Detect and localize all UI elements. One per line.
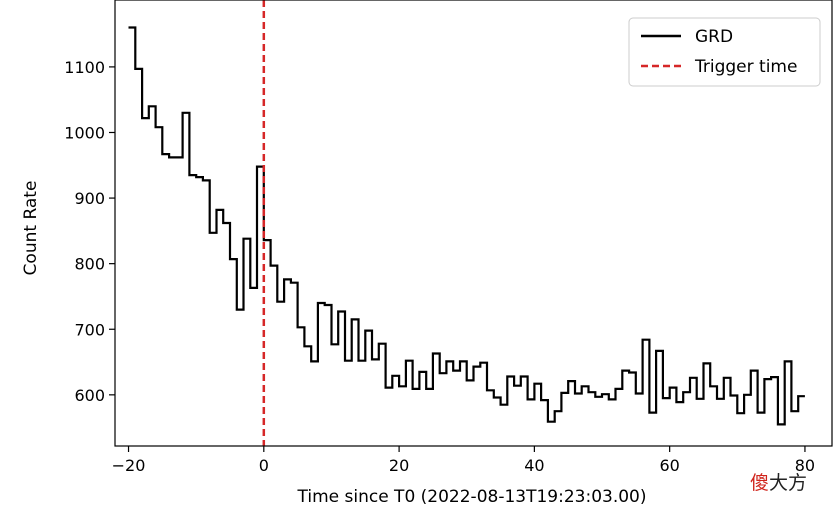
x-axis: −20 0 20 40 60 80 [112,446,815,475]
y-tick-label: 900 [74,189,105,208]
y-tick-label: 600 [74,386,105,405]
y-tick-label: 1100 [64,58,105,77]
x-tick-label: −20 [112,456,146,475]
x-tick-label: 60 [659,456,679,475]
x-tick-label: 80 [795,456,815,475]
series-grd [128,26,805,426]
legend-trigger-label: Trigger time [694,57,797,77]
watermark-first-char: 傻 [750,472,770,494]
watermark-rest: 大方 [769,472,808,494]
y-tick-label: 1000 [64,123,105,142]
plot-frame [114,0,833,447]
y-tick-label: 800 [74,255,105,274]
x-tick-label: 40 [524,456,544,475]
legend-grd-label: GRD [695,27,733,47]
x-axis-label: Time since T0 (2022-08-13T19:23:03.00) [296,487,646,507]
y-tick-label: 700 [74,320,105,339]
plot-area [114,0,833,447]
y-axis-label: Count Rate [21,181,41,276]
x-tick-label: 20 [389,456,409,475]
legend: GRD Trigger time [628,17,821,87]
x-tick-label: 0 [259,456,269,475]
y-axis: 600 700 800 900 1000 1100 [64,58,115,405]
watermark: 傻大方 [750,468,807,495]
